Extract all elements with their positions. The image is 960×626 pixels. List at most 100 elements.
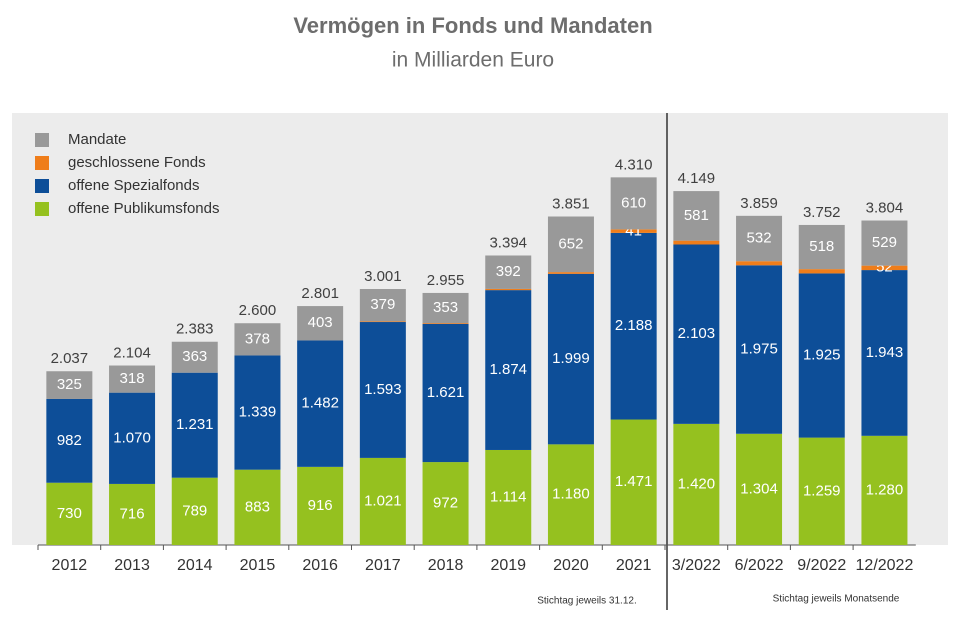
total-label: 4.310 — [615, 156, 653, 173]
total-label: 2.383 — [176, 321, 214, 338]
bar-segment — [798, 273, 845, 438]
total-label: 3.752 — [803, 204, 841, 221]
data-label: 1.471 — [615, 473, 653, 490]
data-label: 318 — [120, 370, 145, 387]
total-label: 2.104 — [113, 344, 151, 361]
total-label: 2.801 — [301, 285, 339, 302]
total-label: 4.149 — [678, 170, 716, 187]
bar-segment — [798, 269, 845, 274]
bar-segment — [171, 477, 218, 545]
annotation: Stichtag jeweils 31.12. — [537, 596, 637, 607]
data-label: 1.304 — [740, 480, 778, 497]
x-tick-label: 6/2022 — [735, 557, 784, 574]
data-label: 716 — [120, 505, 145, 522]
bar-segment — [46, 482, 93, 545]
bar-segment — [673, 423, 720, 545]
data-label: 1.482 — [301, 395, 339, 412]
bar-segment — [234, 323, 281, 356]
data-label: 1.280 — [866, 481, 904, 498]
bar-segment — [171, 341, 218, 373]
bar-segment — [861, 265, 908, 271]
data-label: 652 — [558, 235, 583, 252]
data-label: 1.114 — [490, 488, 526, 505]
legend-label: offene Publikumsfonds — [68, 200, 220, 217]
total-label: 3.394 — [489, 234, 527, 251]
chart-title: Vermögen in Fonds und Mandaten — [293, 13, 652, 38]
x-tick-label: 2017 — [365, 557, 401, 574]
bar-segment — [736, 433, 783, 545]
data-label: 363 — [182, 348, 207, 365]
bar-segment — [798, 224, 845, 270]
data-label: 529 — [872, 234, 897, 251]
bar-segment — [610, 229, 657, 233]
legend-label: geschlossene Fonds — [68, 154, 206, 171]
legend-swatch — [35, 179, 49, 193]
data-label: 1.070 — [113, 429, 151, 446]
bar-segment — [109, 392, 156, 484]
bar-segment — [46, 371, 93, 399]
x-tick-label: 2015 — [240, 557, 276, 574]
bar-segment — [610, 419, 657, 545]
bar-segment — [297, 466, 344, 545]
bar-segment — [109, 365, 156, 393]
data-label: 1.621 — [427, 384, 465, 401]
data-label: 883 — [245, 498, 270, 515]
data-label: 1.231 — [176, 416, 214, 433]
total-label: 2.037 — [51, 350, 89, 367]
bar-segment — [359, 289, 406, 322]
x-tick-label: 9/2022 — [797, 557, 846, 574]
bar-segment — [861, 270, 908, 436]
data-label: 1.874 — [489, 361, 527, 378]
x-tick-label: 2013 — [114, 557, 150, 574]
data-label: 982 — [57, 432, 82, 449]
bar-segment — [861, 435, 908, 545]
data-label: 392 — [496, 263, 521, 280]
data-label: 1.943 — [866, 344, 904, 361]
bar-segment — [297, 306, 344, 341]
data-label: 1.975 — [740, 341, 778, 358]
bar-segment — [736, 265, 783, 434]
x-tick-label: 2021 — [616, 557, 652, 574]
data-label: 325 — [57, 376, 82, 393]
data-label: 581 — [684, 207, 709, 224]
legend-label: Mandate — [68, 131, 126, 148]
x-tick-label: 2018 — [428, 557, 464, 574]
data-label: 916 — [308, 497, 333, 514]
bar-segment — [610, 232, 657, 420]
total-label: 3.804 — [866, 199, 904, 216]
data-label: 1.339 — [239, 404, 277, 421]
bar-segment — [297, 340, 344, 467]
bar-segment — [359, 321, 406, 323]
data-label: 378 — [245, 330, 270, 347]
data-label: 2.188 — [615, 317, 653, 334]
total-label: 3.001 — [364, 268, 402, 285]
x-tick-label: 2019 — [490, 557, 526, 574]
bar-segment — [359, 322, 406, 458]
data-label: 1.021 — [364, 492, 402, 509]
bar-segment — [673, 240, 720, 245]
bar-segment — [171, 372, 218, 478]
data-label: 1.925 — [803, 346, 841, 363]
data-label: 353 — [433, 299, 458, 316]
bar-segment — [610, 177, 657, 230]
total-label: 3.851 — [552, 195, 590, 212]
bar-segment — [485, 290, 532, 450]
bar-segment — [736, 261, 783, 266]
total-label: 3.859 — [740, 195, 778, 212]
x-tick-label: 2016 — [302, 557, 338, 574]
data-label: 403 — [308, 314, 333, 331]
data-label: 730 — [57, 505, 82, 522]
data-label: 1.593 — [364, 381, 402, 398]
total-label: 2.955 — [427, 272, 465, 289]
bar-segment — [485, 288, 532, 291]
x-tick-label: 12/2022 — [856, 557, 914, 574]
data-label: 379 — [370, 296, 395, 313]
data-label: 1.259 — [803, 482, 841, 499]
bar-segment — [422, 323, 469, 463]
data-label: 972 — [433, 495, 458, 512]
bar-segment — [359, 457, 406, 545]
x-tick-label: 2020 — [553, 557, 589, 574]
data-label: 2.103 — [678, 325, 716, 342]
